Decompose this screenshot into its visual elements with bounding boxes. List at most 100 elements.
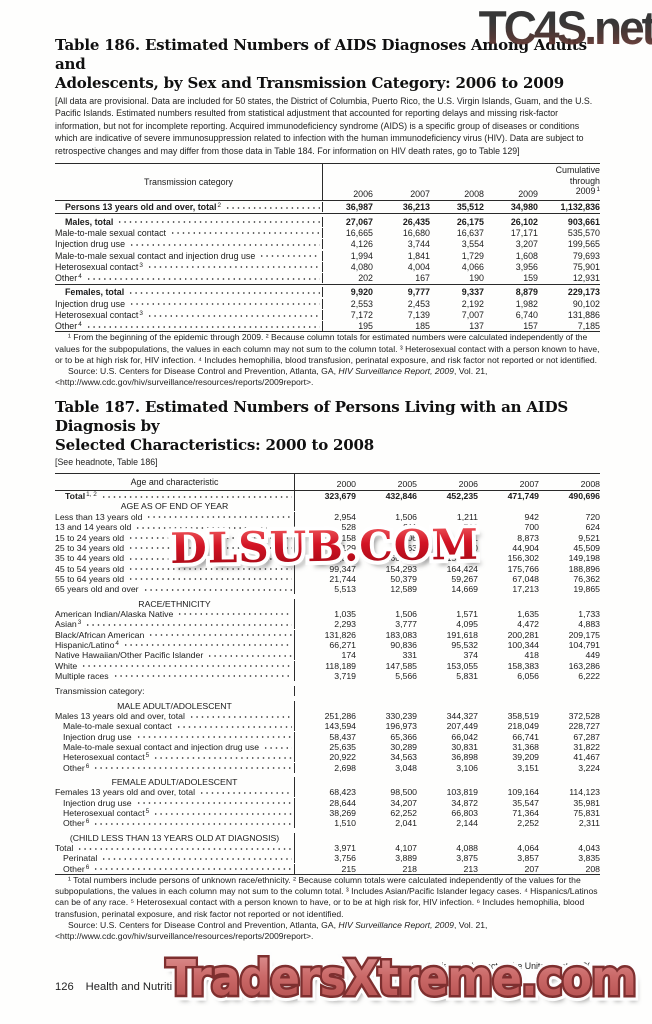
value-cell: 30,289 [390,742,417,753]
value-cell: 4,043 [578,843,600,854]
value-cell: 766 [463,522,479,533]
table-row: Females, total 9,920 9,777 9,337 8,879 229,17… [55,286,600,298]
dot-leader [92,818,292,829]
value-cell: 68,423 [329,787,356,798]
value-cell: 3,554 [461,239,484,250]
value-cell: 2,453 [407,298,430,309]
row-label-text: Native Hawaiian/Other Pacific Islander [55,650,204,661]
table-row: 25 to 34 years old 53,129 45,063 45,270 44,9… [55,542,600,553]
footnote-marker: 6 [85,818,90,826]
dot-leader [145,310,320,320]
row-label: Injection drug use [55,298,323,309]
value-cell: 154,293 [385,563,417,574]
header-rule [55,489,600,491]
table-186-section: Table 186. Estimated Numbers of AIDS Dia… [55,36,600,389]
value-cell: 17,171 [510,227,538,238]
footnote-marker: 2 [217,202,221,210]
value-cell: 149,198 [568,553,600,564]
value-cell: 158,347 [446,553,478,564]
value-cell: 942 [524,511,540,522]
value-cell: 1,841 [407,250,430,261]
row-label-text: American Indian/Alaska Native [55,608,174,619]
value-cell: 3,048 [395,762,417,773]
value-cell: 4,883 [578,619,600,630]
row-label: Other 6 [55,863,295,874]
row-label-text: Males, total [65,216,114,227]
header-text: Age and characteristic [130,476,219,487]
value-cell: 3,956 [515,261,538,272]
value-cell: 5,513 [334,584,356,595]
table-row: Heterosexual contact 5 38,269 62,252 66,803 7… [55,808,600,819]
value-cell: 35,981 [573,797,600,808]
row-label: Heterosexual contact 3 [55,261,323,272]
row-label: AGE AS OF END OF YEAR [55,501,295,512]
row-label-text: Heterosexual contact [55,310,139,320]
row-label: Other 4 [55,321,323,332]
value-cell: 34,980 [510,202,538,213]
row-label-text: Other [63,818,85,829]
value-cell: 31,368 [512,742,539,753]
dot-leader [145,261,320,272]
value-cell: 26,102 [510,216,538,227]
dot-leader [111,670,292,681]
table-row: Male-to-male sexual contact 143,594 196,97… [55,721,600,732]
value-cell: 109,164 [507,787,539,798]
row-label-text: Multiple races [55,670,109,681]
dot-leader [76,843,292,854]
table-row: 45 to 54 years old 99,347 154,293 164,424 17… [55,563,600,574]
value-cell: 167 [415,273,430,284]
dot-leader [224,202,320,213]
row-label: Hispanic/Latino 4 [55,639,295,650]
value-cell: 9,920 [350,287,373,298]
row-label-text: Asian [55,619,77,630]
value-cell: 159 [523,273,538,284]
dot-leader [152,752,292,763]
row-label-text: White [55,660,78,671]
title-line: Table 187. Estimated Numbers of Persons … [55,397,569,435]
table-187-headnote: [See headnote, Table 186] [55,456,158,467]
row-label-text: 65 years old and over [55,584,139,595]
title-line: Adolescents, by Sex and Transmission Cat… [55,74,564,92]
row-label: Transmission category: [55,686,295,697]
row-label-text: Black/African American [55,629,145,640]
table-row: Male-to-male sexual contact and injectio… [55,249,600,261]
row-label-text: Total [55,843,74,854]
table-row: Other 6 1,510 2,041 2,144 2,252 2,311 [55,818,600,829]
value-cell: 131,826 [324,629,356,640]
dot-leader [147,629,292,640]
value-cell: 137 [469,321,484,332]
table-row: Injection drug use 4,126 3,744 3,554 3,207 19… [55,238,600,250]
dot-leader [134,731,292,742]
value-cell: 2,954 [334,511,356,522]
page-content: Table 186. Estimated Numbers of AIDS Dia… [55,36,600,943]
dot-leader [127,542,292,553]
value-cell: 202 [358,273,373,284]
section-header-row: FEMALE ADULT/ADOLESCENT [55,777,600,788]
value-cell: 164,424 [446,563,478,574]
value-cell: 153,055 [446,660,478,671]
row-label-text: Injection drug use [63,797,132,808]
value-cell: 200,281 [507,629,539,640]
footnote-marker: 1 [596,186,600,194]
row-label: Males, total [55,216,323,227]
row-label-text: 15 to 24 years old [55,532,125,543]
row-label: Females, total [55,287,323,298]
value-cell: 59,267 [451,573,478,584]
value-cell: 207 [524,863,540,874]
value-cell: 330,239 [385,711,417,721]
value-cell: 17,213 [512,584,539,595]
value-cell: 528 [341,522,357,533]
cumulative-column-header: Cumulative through 20091 [538,164,600,200]
source-report-name: HIV Surveillance Report, 2009 [338,920,454,930]
value-cell: 449 [585,650,601,661]
value-cell: 36,898 [451,752,478,763]
year-column-header: 2000 [336,478,356,489]
row-label-text: Males 13 years old and over, total [55,711,185,721]
value-cell: 251,286 [324,711,356,721]
dot-leader [262,742,292,753]
value-cell: 98,500 [390,787,417,798]
row-label-text: (CHILD LESS THAN 13 YEARS OLD AT DIAGNOS… [69,832,280,843]
footnote-marker: 5 [145,752,150,760]
dot-leader [127,532,292,543]
source-text: , Vol. 21, <http://www.cdc.gov/hiv/surve… [55,920,488,942]
